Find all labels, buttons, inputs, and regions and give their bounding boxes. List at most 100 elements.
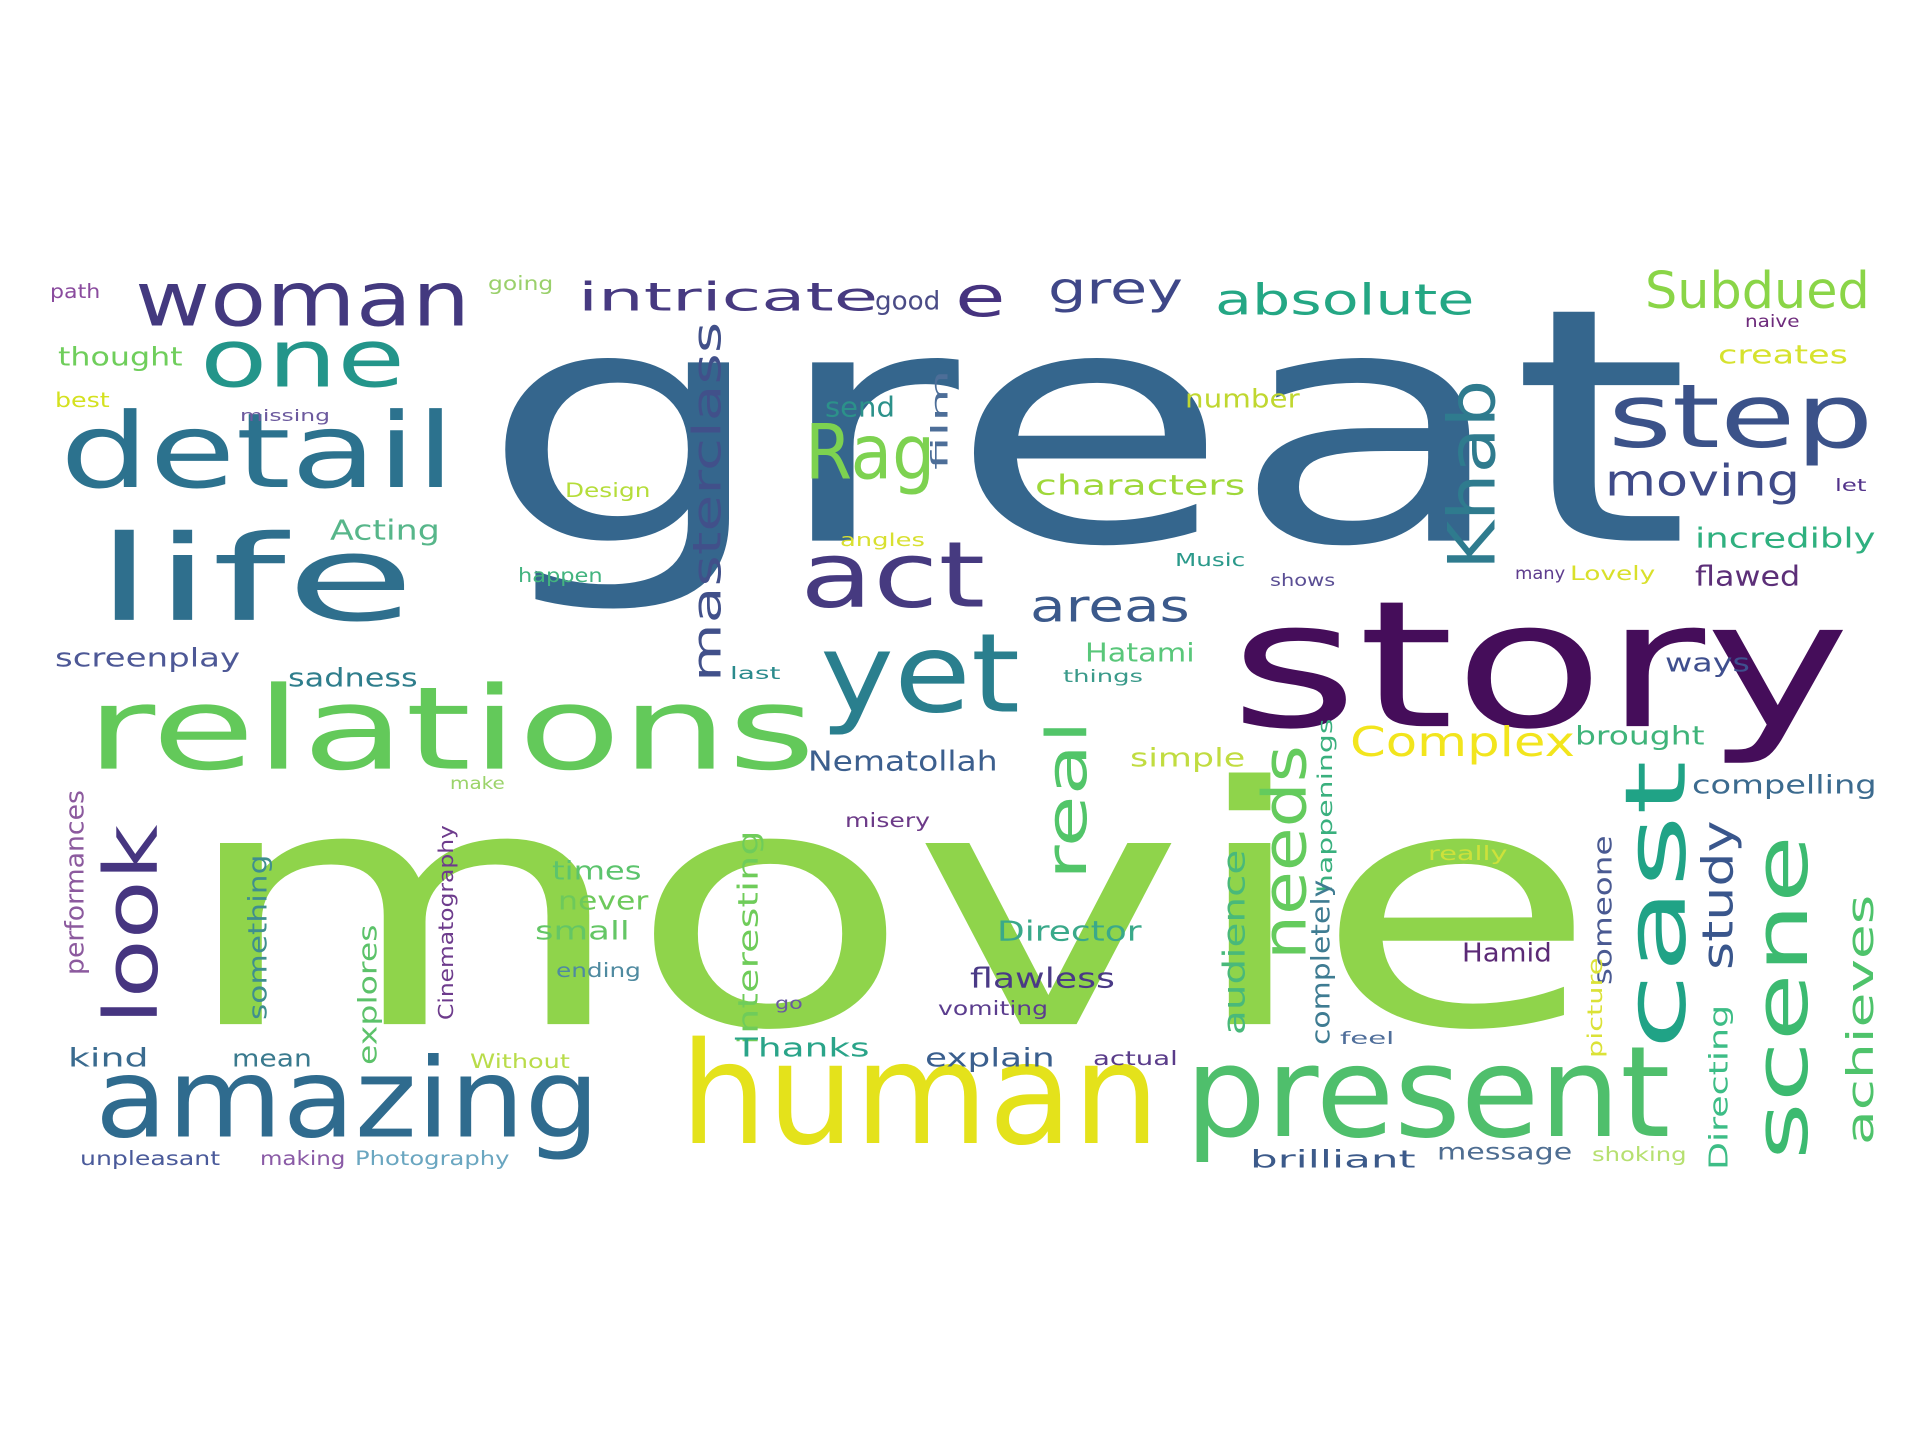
word-kind: kind <box>68 1042 149 1073</box>
word-directing: Directing <box>1703 1004 1734 1170</box>
word-cinematography: Cinematography <box>434 825 458 1020</box>
word-last: last <box>730 663 781 683</box>
word-picture: picture <box>1583 957 1607 1058</box>
word-absolute: absolute <box>1215 275 1475 325</box>
word-small: small <box>535 915 630 946</box>
word-scene: scene <box>1738 834 1825 1160</box>
word-send: send <box>825 391 895 424</box>
word-never: never <box>558 885 649 916</box>
word-hatami: Hatami <box>1085 637 1195 668</box>
word-act: act <box>800 521 986 628</box>
word-intricate: intricate <box>578 274 879 320</box>
word-movie: movie <box>178 717 1599 1103</box>
word-angles: angles <box>840 530 925 551</box>
word-amazing: amazing <box>95 1035 600 1163</box>
word-life: life <box>95 509 416 648</box>
word-flawed: flawed <box>1695 560 1801 593</box>
word-vomiting: vomiting <box>938 998 1049 1020</box>
word-cast: cast <box>1607 760 1705 1050</box>
word-rag: Rag <box>805 408 936 497</box>
word-explores: explores <box>352 924 383 1065</box>
word-performances: performances <box>59 790 90 975</box>
word-completely: completely <box>1305 879 1336 1045</box>
word-moving: moving <box>1605 455 1800 506</box>
word-design: Design <box>565 480 651 502</box>
word-detail: detail <box>60 391 455 512</box>
word-e: e <box>955 265 1006 330</box>
word-masterclass: masterclass <box>684 321 730 682</box>
word-story: story <box>1230 562 1851 768</box>
word-flawless: flawless <box>970 962 1115 995</box>
word-real: real <box>1035 720 1100 880</box>
word-shows: shows <box>1270 570 1336 590</box>
word-times: times <box>552 855 642 886</box>
word-achieves: achieves <box>1838 894 1882 1145</box>
word-explain: explain <box>925 1042 1055 1073</box>
word-mean: mean <box>232 1044 312 1073</box>
word-photography: Photography <box>355 1148 510 1170</box>
word-many: many <box>1515 563 1566 583</box>
word-lovely: Lovely <box>1570 563 1656 585</box>
word-something: something <box>242 854 273 1020</box>
word-khab: Khab <box>1434 379 1510 570</box>
word-simple: simple <box>1130 742 1246 773</box>
word-brought: brought <box>1575 720 1705 751</box>
word-happen: happen <box>518 565 603 587</box>
word-misery: misery <box>845 810 930 832</box>
word-screenplay: screenplay <box>55 642 241 673</box>
word-going: going <box>488 273 554 295</box>
word-complex: Complex <box>1350 717 1575 766</box>
word-relations: relations <box>86 662 816 796</box>
word-sadness: sadness <box>288 662 418 693</box>
word-good: good <box>875 285 941 316</box>
word-present: present <box>1185 1019 1671 1166</box>
word-things: things <box>1063 666 1143 686</box>
word-without: Without <box>470 1051 570 1073</box>
word-number: number <box>1185 383 1300 414</box>
word-step: step <box>1608 365 1874 468</box>
word-look: look <box>88 824 175 1025</box>
word-path: path <box>50 281 101 303</box>
word-characters: characters <box>1035 469 1246 502</box>
word-compelling: compelling <box>1692 769 1877 800</box>
word-subdued: Subdued <box>1645 260 1870 320</box>
word-let: let <box>1835 475 1867 495</box>
word-incredibly: incredibly <box>1695 522 1876 555</box>
word-ways: ways <box>1665 647 1750 678</box>
word-thanks: Thanks <box>735 1032 870 1063</box>
word-missing: missing <box>240 406 331 425</box>
word-naive: naive <box>1745 311 1800 331</box>
word-thought: thought <box>58 341 183 372</box>
word-one: one <box>200 312 406 406</box>
word-really: really <box>1428 843 1508 865</box>
word-make: make <box>450 773 505 793</box>
word-actual: actual <box>1093 1048 1178 1070</box>
word-creates: creates <box>1718 339 1848 370</box>
word-acting: Acting <box>330 514 440 547</box>
word-great: great <box>480 238 1691 618</box>
word-shoking: shoking <box>1592 1144 1687 1166</box>
word-areas: areas <box>1030 580 1190 633</box>
word-grey: grey <box>1048 263 1183 314</box>
word-human: human <box>680 1012 1160 1177</box>
word-music: Music <box>1175 550 1246 571</box>
word-film: film <box>925 369 953 470</box>
word-feel: feel <box>1340 1028 1395 1048</box>
word-best: best <box>55 388 110 412</box>
word-interesting: interesting <box>732 830 765 1045</box>
word-brilliant: brilliant <box>1250 1145 1416 1174</box>
word-message: message <box>1437 1137 1573 1165</box>
word-unpleasant: unpleasant <box>80 1148 221 1170</box>
word-happenings: happenings <box>1313 718 1337 893</box>
word-yet: yet <box>820 610 1020 738</box>
word-audience: audience <box>1216 849 1252 1035</box>
word-ending: ending <box>556 960 641 982</box>
word-study: study <box>1693 820 1743 970</box>
word-nematollah: Nematollah <box>808 745 998 778</box>
word-go: go <box>775 993 803 1013</box>
word-director: Director <box>997 915 1142 948</box>
word-hamid: Hamid <box>1462 937 1552 968</box>
word-making: making <box>260 1148 346 1170</box>
word-woman: woman <box>135 255 471 344</box>
